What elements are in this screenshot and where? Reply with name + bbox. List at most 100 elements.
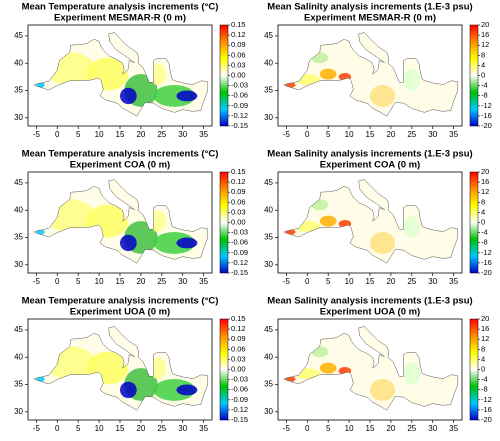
colorbar-tick-label: -0.09 — [231, 395, 248, 404]
field-patch — [120, 234, 137, 252]
colorbar-tick-label: 0.09 — [231, 40, 246, 49]
y-tick-label: 30 — [264, 407, 273, 416]
x-tick-label: 15 — [366, 130, 375, 139]
colorbar-tick-label: 4 — [481, 207, 485, 216]
x-tick-label: -5 — [283, 277, 291, 286]
x-tick-label: 15 — [366, 424, 375, 433]
x-tick-label: -5 — [283, 424, 291, 433]
x-tick-label: -5 — [33, 130, 41, 139]
y-tick-label: 30 — [264, 260, 273, 269]
x-tick-label: 10 — [95, 424, 104, 433]
colorbar-tick-label: -4 — [481, 375, 488, 384]
coastline — [33, 179, 209, 264]
field-patch — [176, 384, 198, 396]
colorbar-tick-label: 0.03 — [231, 60, 246, 69]
colorbar-tick-label: -4 — [481, 81, 488, 90]
colorbar — [469, 24, 479, 127]
colorbar-tick-label: 0.00 — [231, 364, 246, 373]
colorbar-tick-label: 0 — [481, 364, 485, 373]
x-tick-label: 0 — [55, 130, 60, 139]
x-tick-label: 10 — [345, 424, 354, 433]
x-tick-label: -5 — [283, 130, 291, 139]
panel: Mean Temperature analysis increments (°C… — [14, 296, 248, 434]
field-patch — [294, 368, 320, 380]
y-tick-label: 40 — [14, 58, 23, 67]
colorbar-tick-label: -0.12 — [231, 258, 248, 267]
field-patch — [176, 237, 198, 249]
x-tick-label: 15 — [116, 277, 125, 286]
colorbar-tick-label: 0.06 — [231, 50, 246, 59]
field-patch — [149, 63, 166, 86]
field-patch — [403, 362, 421, 385]
colorbar-tick-label: -0.03 — [231, 228, 248, 237]
coastline — [283, 326, 459, 411]
x-tick-label: 5 — [326, 424, 331, 433]
x-tick-label: 20 — [136, 130, 145, 139]
panel: Mean Temperature analysis increments (°C… — [14, 149, 248, 287]
x-tick-label: 35 — [449, 130, 458, 139]
panel-subtitle: Experiment UOA (0 m) — [70, 307, 170, 318]
x-tick-label: 10 — [95, 130, 104, 139]
colorbar — [219, 171, 229, 274]
x-tick-label: 30 — [428, 130, 437, 139]
y-tick-label: 45 — [14, 325, 23, 334]
panel-title: Mean Temperature analysis increments (°C… — [22, 2, 219, 13]
x-tick-label: 25 — [407, 130, 416, 139]
field-patch — [153, 232, 196, 254]
colorbar-tick-label: 8 — [481, 50, 485, 59]
x-tick-label: 0 — [305, 277, 310, 286]
field-patch — [120, 381, 137, 399]
colorbar-tick-label: -0.12 — [231, 405, 248, 414]
field-patch — [311, 346, 329, 358]
colorbar-tick-label: -12 — [481, 248, 492, 257]
panel: Mean Salinity analysis increments (1.E-3… — [264, 2, 492, 140]
field-patch — [176, 90, 198, 102]
field-patch — [403, 68, 421, 91]
field-patch — [120, 87, 137, 105]
x-tick-label: 20 — [136, 424, 145, 433]
x-tick-label: -5 — [33, 424, 41, 433]
colorbar-tick-label: 0.00 — [231, 217, 246, 226]
x-tick-label: 25 — [407, 424, 416, 433]
coastline — [33, 32, 209, 117]
colorbar-tick-label: 0.09 — [231, 187, 246, 196]
colorbar-tick-label: 0 — [481, 217, 485, 226]
y-tick-label: 40 — [264, 205, 273, 214]
colorbar-tick-label: -0.09 — [231, 248, 248, 257]
colorbar-tick-label: 0.15 — [231, 20, 246, 29]
colorbar — [469, 318, 479, 421]
colorbar-tick-label: 16 — [481, 177, 489, 186]
y-tick-label: 45 — [264, 325, 273, 334]
colorbar-tick-label: -0.15 — [231, 121, 248, 130]
panel-subtitle: Experiment MESMAR-R (0 m) — [304, 13, 436, 24]
colorbar-tick-label: -8 — [481, 91, 488, 100]
x-tick-label: 0 — [55, 424, 60, 433]
colorbar-tick-label: 0.00 — [231, 70, 246, 79]
x-tick-label: 35 — [199, 130, 208, 139]
coastline — [283, 32, 459, 117]
colorbar-tick-label: 0.12 — [231, 324, 246, 333]
field-patch — [319, 68, 337, 80]
x-tick-label: 5 — [326, 130, 331, 139]
colorbar-tick-label: 0.06 — [231, 344, 246, 353]
colorbar-tick-label: -0.03 — [231, 81, 248, 90]
colorbar-tick-label: 12 — [481, 334, 489, 343]
panel-title: Mean Salinity analysis increments (1.E-3… — [267, 149, 472, 160]
x-tick-label: 35 — [449, 424, 458, 433]
x-tick-label: 5 — [76, 277, 81, 286]
colorbar-tick-label: 8 — [481, 344, 485, 353]
x-tick-label: 15 — [116, 424, 125, 433]
x-tick-label: 10 — [95, 277, 104, 286]
x-tick-label: 0 — [305, 424, 310, 433]
y-tick-label: 45 — [264, 31, 273, 40]
field-patch — [403, 215, 421, 238]
y-tick-label: 35 — [264, 233, 273, 242]
field-patch — [311, 199, 329, 211]
x-tick-label: 10 — [345, 277, 354, 286]
y-tick-label: 35 — [14, 233, 23, 242]
colorbar-tick-label: 20 — [481, 20, 489, 29]
colorbar-tick-label: 16 — [481, 324, 489, 333]
colorbar-tick-label: 16 — [481, 30, 489, 39]
x-tick-label: 10 — [345, 130, 354, 139]
coastline — [283, 179, 459, 264]
